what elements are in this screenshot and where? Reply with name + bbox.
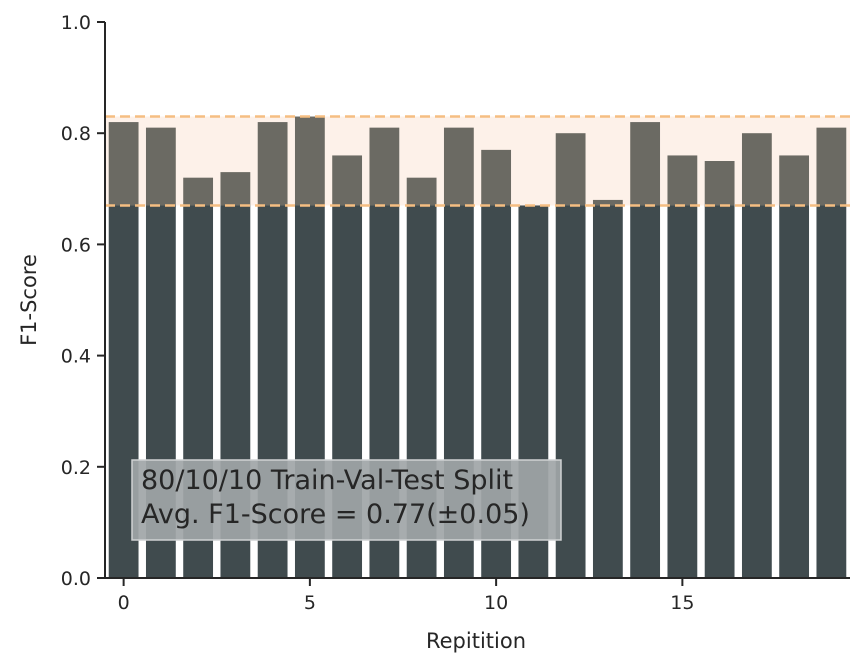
x-tick-label: 5 — [304, 592, 316, 614]
bar-segment-in-band — [779, 155, 810, 206]
bar-segment-in-band — [332, 155, 363, 206]
bar-segment-in-band — [294, 116, 325, 206]
bar — [704, 205, 735, 579]
y-ticks: 0.0 0.2 0.4 0.6 0.8 1.0 — [61, 12, 105, 590]
std-band — [105, 116, 850, 206]
bar — [816, 205, 847, 579]
bar-segment-in-band — [741, 133, 772, 206]
bar-segment-in-band — [667, 155, 698, 206]
bar-segment-in-band — [406, 177, 437, 206]
annotation-line-2: Avg. F1-Score = 0.77(±0.05) — [141, 499, 530, 530]
bar — [779, 205, 810, 579]
x-tick-label: 15 — [670, 592, 694, 614]
x-axis-label: Repitition — [426, 629, 526, 653]
bar — [630, 205, 661, 579]
y-tick-label: 1.0 — [61, 12, 91, 34]
bar — [667, 205, 698, 579]
bar-segment-in-band — [220, 172, 251, 206]
bar — [592, 205, 623, 579]
annotation-box — [131, 459, 562, 541]
bar-segment-in-band — [369, 127, 400, 206]
annotation: 80/10/10 Train-Val-Test Split Avg. F1-Sc… — [131, 459, 562, 541]
y-tick-label: 0.0 — [61, 568, 91, 590]
std-band-fill — [105, 116, 850, 206]
bar-segment-in-band — [443, 127, 474, 206]
bar-segment-in-band — [555, 133, 586, 206]
bar-segment-in-band — [481, 149, 512, 206]
bar-segment-in-band — [183, 177, 214, 206]
y-tick-label: 0.4 — [61, 346, 91, 368]
bar-segment-in-band — [704, 161, 735, 206]
x-tick-label: 10 — [484, 592, 508, 614]
y-tick-label: 0.8 — [61, 123, 91, 145]
y-tick-label: 0.6 — [61, 234, 91, 256]
band-lines — [105, 115, 850, 207]
bar-segment-in-band — [257, 122, 288, 206]
x-tick-label: 0 — [118, 592, 130, 614]
bar-segment-in-band — [108, 122, 139, 206]
bar-segment-in-band — [592, 199, 623, 206]
y-tick-label: 0.2 — [61, 457, 91, 479]
bar-segment-in-band — [816, 127, 847, 206]
x-ticks: 0 5 10 15 — [118, 578, 694, 614]
bar — [741, 205, 772, 579]
annotation-line-1: 80/10/10 Train-Val-Test Split — [141, 465, 513, 496]
bar-segment-in-band — [145, 127, 176, 206]
bar-segment-in-band — [630, 122, 661, 206]
y-axis-label: F1-Score — [17, 254, 41, 346]
axes — [104, 22, 850, 579]
